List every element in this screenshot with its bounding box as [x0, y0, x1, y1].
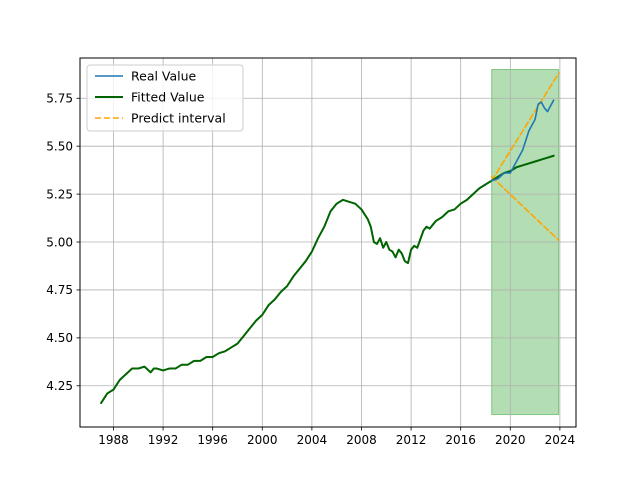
- legend: Real Value Fitted Value Predict interval: [86, 64, 244, 132]
- series-line-predict-interval-lower: [490, 176, 560, 241]
- x-tick-label: 1996: [197, 433, 228, 447]
- y-tick-label: 5.50: [46, 139, 73, 153]
- y-tick-label: 5.75: [46, 92, 73, 106]
- legend-label-predict-interval: Predict interval: [131, 111, 226, 126]
- x-tick-label: 2012: [396, 433, 427, 447]
- y-tick-label: 4.25: [46, 379, 73, 393]
- y-tick-label: 5.00: [46, 235, 73, 249]
- grid-layer: [80, 58, 576, 427]
- legend-label-fitted-value: Fitted Value: [131, 90, 205, 105]
- series-layer: [100, 72, 560, 405]
- series-line-predict-interval-upper: [490, 72, 560, 182]
- series-line-fitted-value: [100, 154, 555, 405]
- plot-frame: [79, 57, 577, 428]
- series-line-real-value: [490, 99, 555, 182]
- x-tick-label: 2004: [297, 433, 328, 447]
- x-tick-label: 1992: [148, 433, 179, 447]
- y-tick-label: 4.50: [46, 331, 73, 345]
- axis-layer: 1988 1992 1996 2000 2004 2008 2012 2016 2020 2024…: [46, 92, 575, 447]
- y-tick-label: 5.25: [46, 187, 73, 201]
- x-tick-label: 2008: [346, 433, 377, 447]
- x-tick-label: 1988: [98, 433, 129, 447]
- y-tick-label: 4.75: [46, 283, 73, 297]
- legend-box: [86, 64, 244, 132]
- legend-label-real-value: Real Value: [131, 69, 197, 84]
- x-tick-label: 2020: [495, 433, 526, 447]
- x-tick-label: 2000: [247, 433, 278, 447]
- x-tick-label: 2024: [545, 433, 576, 447]
- x-tick-label: 2016: [445, 433, 476, 447]
